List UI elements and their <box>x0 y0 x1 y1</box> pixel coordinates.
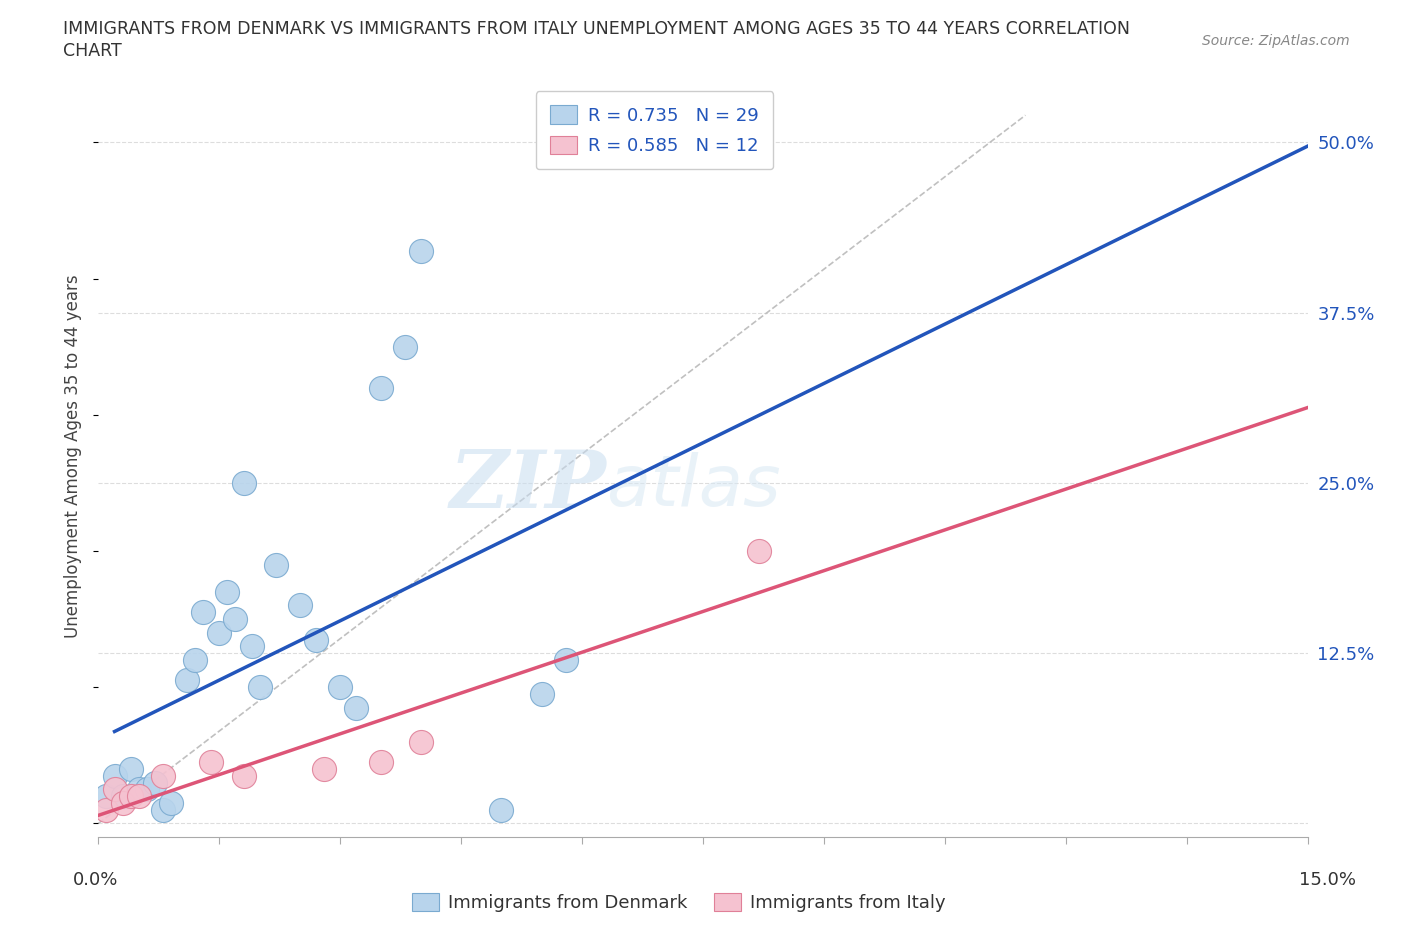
Point <box>135 782 157 797</box>
Text: ZIP: ZIP <box>450 447 606 525</box>
Point <box>224 612 246 627</box>
Point <box>409 735 432 750</box>
Point <box>120 789 142 804</box>
Text: 0.0%: 0.0% <box>73 871 118 889</box>
Text: atlas: atlas <box>606 452 780 521</box>
Point <box>96 789 118 804</box>
Point <box>314 762 336 777</box>
Point <box>176 673 198 688</box>
Point <box>143 775 166 790</box>
Point <box>232 768 254 783</box>
Point <box>184 653 207 668</box>
Point <box>128 789 150 804</box>
Point <box>491 803 513 817</box>
Point <box>128 782 150 797</box>
Point <box>103 768 125 783</box>
Point <box>409 244 432 259</box>
Text: CHART: CHART <box>63 42 122 60</box>
Point <box>200 754 222 769</box>
Point <box>111 795 134 810</box>
Point <box>530 686 553 701</box>
Point <box>240 639 263 654</box>
Point <box>120 762 142 777</box>
Point <box>160 795 183 810</box>
Point <box>344 700 367 715</box>
Point <box>555 653 578 668</box>
Point <box>329 680 352 695</box>
Point <box>264 557 287 572</box>
Point <box>217 584 239 599</box>
Point <box>103 782 125 797</box>
Point <box>208 625 231 640</box>
Point <box>111 789 134 804</box>
Text: 15.0%: 15.0% <box>1299 871 1355 889</box>
Text: Source: ZipAtlas.com: Source: ZipAtlas.com <box>1202 34 1350 48</box>
Point <box>748 543 770 558</box>
Point <box>288 598 311 613</box>
Point <box>370 754 392 769</box>
Text: IMMIGRANTS FROM DENMARK VS IMMIGRANTS FROM ITALY UNEMPLOYMENT AMONG AGES 35 TO 4: IMMIGRANTS FROM DENMARK VS IMMIGRANTS FR… <box>63 20 1130 38</box>
Point <box>193 604 215 619</box>
Point <box>152 768 174 783</box>
Point <box>96 803 118 817</box>
Point <box>249 680 271 695</box>
Point <box>232 475 254 490</box>
Point <box>305 632 328 647</box>
Point <box>152 803 174 817</box>
Legend: Immigrants from Denmark, Immigrants from Italy: Immigrants from Denmark, Immigrants from… <box>405 885 953 920</box>
Point <box>394 339 416 354</box>
Point <box>370 380 392 395</box>
Y-axis label: Unemployment Among Ages 35 to 44 years: Unemployment Among Ages 35 to 44 years <box>65 274 83 637</box>
